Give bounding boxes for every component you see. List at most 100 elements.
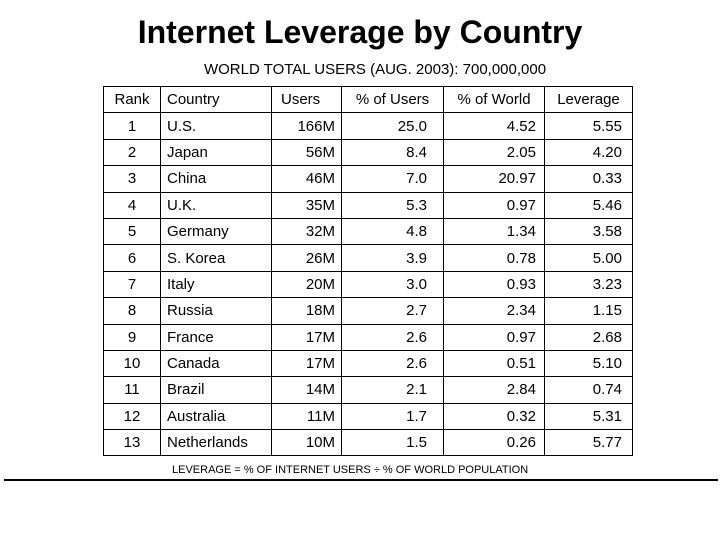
leverage-cell: 0.74 <box>544 376 633 404</box>
leverage-cell: 1.15 <box>544 297 633 325</box>
country-cell: Japan <box>160 138 272 167</box>
country-cell: Canada <box>160 349 272 378</box>
country-cell: France <box>160 323 272 351</box>
country-cell: Italy <box>160 270 272 299</box>
subtitle: WORLD TOTAL USERS (AUG. 2003): 700,000,0… <box>203 61 547 78</box>
leverage-cell: 3.23 <box>544 270 633 299</box>
country-cell: Germany <box>160 217 272 246</box>
users-cell: 166M <box>271 112 342 140</box>
header-rank: Rank <box>103 85 161 114</box>
page-title: Internet Leverage by Country <box>137 14 583 50</box>
table-row: 4 U.K. 35M 5.3 0.97 5.46 <box>103 191 633 219</box>
leverage-cell: 5.31 <box>544 402 633 431</box>
percent-of-world-cell: 0.97 <box>443 191 545 219</box>
country-cell: S. Korea <box>160 244 272 272</box>
rank-cell: 9 <box>103 323 161 351</box>
percent-of-users-cell: 7.0 <box>341 165 444 193</box>
percent-of-world-cell: 0.93 <box>443 270 545 299</box>
rank-cell: 8 <box>103 297 161 325</box>
rank-cell: 2 <box>103 138 161 167</box>
percent-of-users-cell: 25.0 <box>341 112 444 140</box>
leverage-cell: 5.10 <box>544 349 633 378</box>
table-row: 12 Australia 11M 1.7 0.32 5.31 <box>103 402 633 431</box>
table-row: 8 Russia 18M 2.7 2.34 1.15 <box>103 297 633 325</box>
percent-of-users-cell: 2.1 <box>341 376 444 404</box>
rank-cell: 7 <box>103 270 161 299</box>
table-row: 11 Brazil 14M 2.1 2.84 0.74 <box>103 376 633 404</box>
country-cell: U.K. <box>160 191 272 219</box>
percent-of-users-cell: 2.6 <box>341 349 444 378</box>
percent-of-users-cell: 8.4 <box>341 138 444 167</box>
percent-of-world-cell: 0.97 <box>443 323 545 351</box>
table-row: 7 Italy 20M 3.0 0.93 3.23 <box>103 270 633 299</box>
table-row: 9 France 17M 2.6 0.97 2.68 <box>103 323 633 351</box>
header-country: Country <box>160 85 272 114</box>
table-body: 1 U.S. 166M 25.0 4.52 5.55 2 Japan 56M 8.4 2.05 4.2… <box>103 112 633 457</box>
rank-cell: 1 <box>103 112 161 140</box>
country-cell: China <box>160 165 272 193</box>
percent-of-users-cell: 4.8 <box>341 217 444 246</box>
leverage-cell: 0.33 <box>544 165 633 193</box>
rank-cell: 13 <box>103 429 161 457</box>
divider-line <box>4 479 718 481</box>
leverage-cell: 4.20 <box>544 138 633 167</box>
users-cell: 10M <box>271 429 342 457</box>
table-header-row: Rank Country Users % of Users % of World… <box>103 85 633 114</box>
rank-cell: 3 <box>103 165 161 193</box>
percent-of-users-cell: 3.0 <box>341 270 444 299</box>
header-percent-of-world: % of World <box>443 85 545 114</box>
percent-of-world-cell: 2.34 <box>443 297 545 325</box>
users-cell: 32M <box>271 217 342 246</box>
leverage-cell: 3.58 <box>544 217 633 246</box>
percent-of-world-cell: 0.78 <box>443 244 545 272</box>
rank-cell: 10 <box>103 349 161 378</box>
users-cell: 56M <box>271 138 342 167</box>
rank-cell: 4 <box>103 191 161 219</box>
header-leverage: Leverage <box>544 85 633 114</box>
percent-of-users-cell: 5.3 <box>341 191 444 219</box>
table-row: 5 Germany 32M 4.8 1.34 3.58 <box>103 217 633 246</box>
users-cell: 17M <box>271 349 342 378</box>
table-row: 1 U.S. 166M 25.0 4.52 5.55 <box>103 112 633 140</box>
percent-of-users-cell: 3.9 <box>341 244 444 272</box>
table-row: 6 S. Korea 26M 3.9 0.78 5.00 <box>103 244 633 272</box>
leverage-cell: 5.00 <box>544 244 633 272</box>
percent-of-users-cell: 2.6 <box>341 323 444 351</box>
leverage-cell: 5.46 <box>544 191 633 219</box>
country-cell: U.S. <box>160 112 272 140</box>
users-cell: 20M <box>271 270 342 299</box>
table-row: 10 Canada 17M 2.6 0.51 5.10 <box>103 349 633 378</box>
percent-of-world-cell: 2.84 <box>443 376 545 404</box>
header-percent-of-users: % of Users <box>341 85 444 114</box>
leverage-table: Rank Country Users % of Users % of World… <box>103 85 633 457</box>
leverage-cell: 2.68 <box>544 323 633 351</box>
percent-of-world-cell: 2.05 <box>443 138 545 167</box>
users-cell: 18M <box>271 297 342 325</box>
country-cell: Brazil <box>160 376 272 404</box>
table-row: 2 Japan 56M 8.4 2.05 4.20 <box>103 138 633 167</box>
users-cell: 35M <box>271 191 342 219</box>
country-cell: Australia <box>160 402 272 431</box>
percent-of-world-cell: 0.32 <box>443 402 545 431</box>
footnote: LEVERAGE = % OF INTERNET USERS ÷ % OF WO… <box>172 464 529 476</box>
country-cell: Netherlands <box>160 429 272 457</box>
percent-of-users-cell: 2.7 <box>341 297 444 325</box>
users-cell: 14M <box>271 376 342 404</box>
percent-of-world-cell: 4.52 <box>443 112 545 140</box>
percent-of-users-cell: 1.7 <box>341 402 444 431</box>
header-users: Users <box>271 85 342 114</box>
table-row: 3 China 46M 7.0 20.97 0.33 <box>103 165 633 193</box>
rank-cell: 5 <box>103 217 161 246</box>
leverage-cell: 5.77 <box>544 429 633 457</box>
percent-of-users-cell: 1.5 <box>341 429 444 457</box>
percent-of-world-cell: 0.51 <box>443 349 545 378</box>
users-cell: 26M <box>271 244 342 272</box>
percent-of-world-cell: 20.97 <box>443 165 545 193</box>
percent-of-world-cell: 1.34 <box>443 217 545 246</box>
percent-of-world-cell: 0.26 <box>443 429 545 457</box>
rank-cell: 12 <box>103 402 161 431</box>
leverage-cell: 5.55 <box>544 112 633 140</box>
rank-cell: 6 <box>103 244 161 272</box>
country-cell: Russia <box>160 297 272 325</box>
users-cell: 17M <box>271 323 342 351</box>
